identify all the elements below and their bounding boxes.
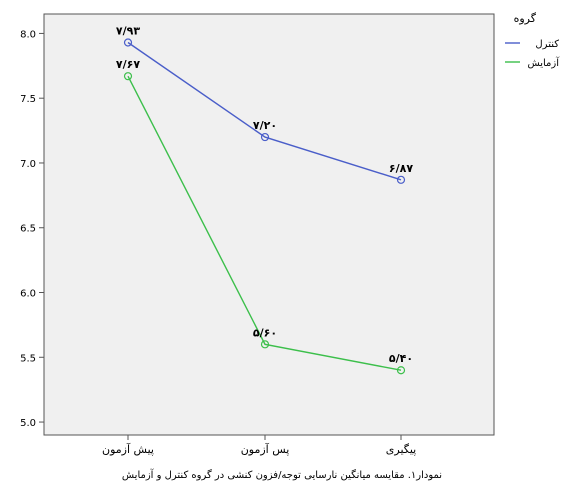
series-line: [127, 75, 402, 371]
data-label: ۷/۹۳: [116, 24, 140, 37]
chart-caption: نمودار۱. مقایسه میانگین نارسایی توجه/فزو…: [122, 468, 442, 481]
series-2: ۷/۶۷ ۵/۶۰ ۵/۴۰: [116, 58, 413, 375]
y-tick-label: 5.5: [20, 353, 36, 364]
x-tick-label: پیش آزمون: [102, 442, 154, 456]
data-label: ۵/۴۰: [389, 352, 413, 365]
y-tick-label: 7.0: [20, 159, 36, 170]
data-label: ۷/۲۰: [253, 119, 277, 132]
legend: گروه کنترل آزمایش: [505, 12, 560, 69]
x-axis: پیش آزمون پس آزمون پیگیری: [102, 435, 416, 456]
legend-items: کنترل آزمایش: [505, 39, 560, 69]
y-tick-label: 6.5: [20, 224, 36, 235]
x-tick-label: پس آزمون: [241, 442, 290, 456]
y-axis: 5.0 5.5 6.0 6.5 7.0 7.5 8.0: [20, 29, 44, 429]
y-tick-label: 5.0: [20, 418, 36, 429]
data-point-marker: [123, 38, 133, 47]
plot-background: [43, 13, 495, 436]
data-label: ۶/۸۷: [389, 162, 413, 175]
legend-label: کنترل: [535, 39, 559, 50]
series-layer: ۷/۹۳ ۷/۲۰ ۶/۸۷ ۷/۶۷ ۵/۶۰ ۵/۴۰: [116, 24, 413, 375]
data-point-marker: [396, 175, 406, 184]
legend-label: آزمایش: [527, 56, 560, 69]
x-tick-label: پیگیری: [386, 443, 416, 456]
data-point-marker: [260, 132, 270, 142]
y-tick-label: 7.5: [20, 94, 36, 105]
y-tick-label: 8.0: [20, 29, 36, 40]
y-tick-label: 6.0: [20, 289, 36, 300]
legend-title: گروه: [514, 12, 537, 25]
series-1: ۷/۹۳ ۷/۲۰ ۶/۸۷: [116, 24, 413, 184]
data-point-marker: [260, 340, 270, 349]
data-point-marker: [396, 366, 406, 375]
data-label: ۷/۶۷: [116, 58, 140, 71]
data-label: ۵/۶۰: [253, 326, 277, 339]
data-point-marker: [123, 72, 133, 81]
series-line: [127, 41, 402, 181]
